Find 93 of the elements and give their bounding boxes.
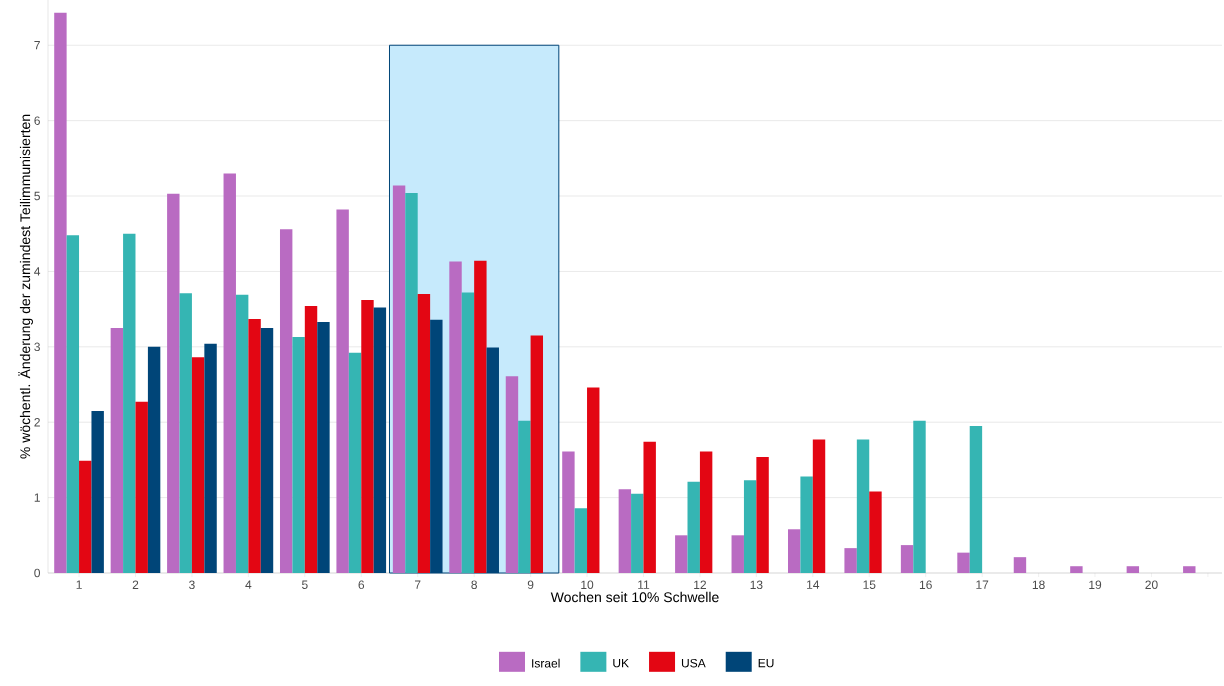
bar <box>574 508 588 573</box>
bar <box>392 185 406 573</box>
x-tick-label: 1 <box>76 580 82 589</box>
x-tick-label: 9 <box>527 580 534 590</box>
bar <box>957 552 970 573</box>
bar <box>1013 557 1027 573</box>
x-tick-label: 20 <box>1145 580 1158 590</box>
bar <box>248 318 261 573</box>
x-tick-label: 12 <box>694 580 706 589</box>
bar <box>147 346 161 573</box>
bar <box>787 529 801 573</box>
x-tick-label: 10 <box>581 580 594 590</box>
bar <box>405 193 418 573</box>
x-tick-label: 19 <box>1089 580 1102 590</box>
bar <box>54 12 67 573</box>
x-tick-label: 2 <box>132 580 139 589</box>
bar <box>587 387 600 573</box>
bar <box>1126 566 1140 573</box>
bar <box>699 451 713 573</box>
x-tick-label: 13 <box>750 580 763 590</box>
bar <box>969 425 983 573</box>
bar <box>631 493 644 573</box>
legend-label: Israel <box>532 658 560 668</box>
bar <box>518 420 531 573</box>
bar <box>856 439 870 573</box>
x-tick-label: 17 <box>976 580 989 589</box>
bar <box>304 306 318 573</box>
x-tick-label: 11 <box>638 580 650 589</box>
bar <box>260 327 274 573</box>
bar <box>123 233 136 573</box>
bar <box>223 173 236 573</box>
x-tick-label: 14 <box>807 580 820 589</box>
bar <box>1183 566 1196 573</box>
bar <box>279 229 293 573</box>
bar <box>317 321 330 573</box>
bar <box>812 439 826 573</box>
bar <box>348 352 362 573</box>
bar <box>474 260 487 573</box>
bar <box>800 476 813 573</box>
x-tick-label: 8 <box>471 580 477 590</box>
bar <box>675 535 688 573</box>
y-tick-label: 1 <box>34 493 40 502</box>
y-tick-label: 4 <box>34 267 41 276</box>
y-tick-label: 6 <box>34 116 40 125</box>
bar <box>731 535 744 573</box>
y-tick-label: 7 <box>34 41 40 50</box>
bar <box>91 410 104 573</box>
x-axis-title: Wochen seit 10% Schwelle <box>550 591 719 603</box>
bar <box>417 294 431 573</box>
bar <box>461 292 475 573</box>
bar <box>135 401 148 573</box>
bar <box>110 327 124 573</box>
x-tick-label: 7 <box>414 580 421 589</box>
y-axis-title: % wöchentl. Änderung der zumindest Teilimmunisierten <box>18 114 33 459</box>
legend-label: USA <box>681 658 706 668</box>
bar <box>167 193 180 573</box>
bar <box>743 480 757 573</box>
bar <box>618 489 632 573</box>
bar <box>844 548 857 573</box>
bar <box>79 460 92 573</box>
y-tick-label: 5 <box>34 191 40 201</box>
bar <box>1070 566 1083 573</box>
bar <box>562 451 575 573</box>
x-tick-label: 16 <box>919 580 932 590</box>
bar <box>336 209 349 573</box>
bar <box>66 235 80 573</box>
bar <box>179 293 192 573</box>
bar <box>449 261 462 573</box>
bar <box>643 441 656 573</box>
bar <box>900 545 914 573</box>
bar <box>869 491 882 573</box>
x-tick-label: 4 <box>245 580 252 589</box>
bar <box>756 456 769 573</box>
x-tick-label: 15 <box>863 580 876 589</box>
legend-label: EU <box>758 658 774 668</box>
bar <box>292 337 305 573</box>
y-tick-label: 0 <box>34 568 41 578</box>
bar <box>913 420 926 573</box>
y-tick-label: 2 <box>34 418 40 427</box>
x-tick-label: 3 <box>189 580 195 590</box>
x-tick-label: 5 <box>301 580 308 589</box>
y-tick-label: 3 <box>34 342 40 352</box>
bar <box>373 307 387 573</box>
bar <box>687 481 700 573</box>
bar <box>361 300 374 573</box>
x-tick-label: 6 <box>358 580 365 590</box>
legend-label: UK <box>613 658 629 668</box>
x-tick-label: 18 <box>1032 580 1045 590</box>
bar <box>235 294 249 573</box>
bar <box>191 357 205 573</box>
bar <box>530 335 544 573</box>
bar <box>204 343 217 573</box>
bar <box>505 376 519 573</box>
